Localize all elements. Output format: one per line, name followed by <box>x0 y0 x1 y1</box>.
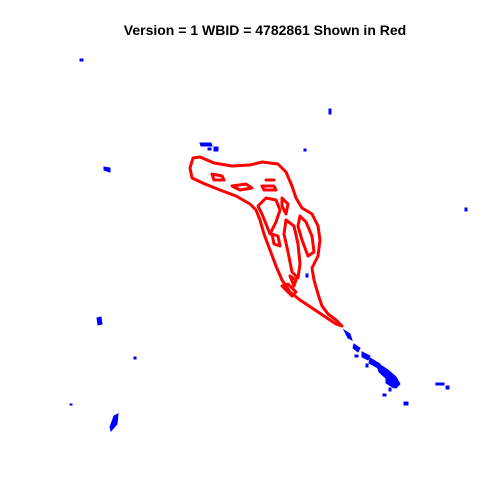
water-feature <box>353 344 360 352</box>
waterbody-detail <box>262 186 276 190</box>
water-feature <box>355 355 358 357</box>
water-feature <box>366 364 368 367</box>
water-feature <box>344 330 352 340</box>
water-feature <box>436 383 444 385</box>
water-feature <box>80 59 83 61</box>
waterbody-detail <box>232 184 252 190</box>
water-feature <box>104 167 110 172</box>
water-feature <box>214 147 218 151</box>
water-feature <box>383 394 386 396</box>
waterbody-detail <box>272 234 280 246</box>
highlighted-waterbody <box>190 157 342 326</box>
water-feature <box>329 109 331 114</box>
water-feature <box>110 414 118 431</box>
waterbody-detail <box>212 174 224 180</box>
water-feature <box>362 352 370 360</box>
water-feature <box>389 388 391 391</box>
water-feature <box>208 148 211 150</box>
water-feature <box>465 208 467 211</box>
water-feature <box>306 274 308 277</box>
water-feature <box>97 317 102 325</box>
waterbody-outline <box>190 157 342 326</box>
waterbody-detail <box>298 216 314 256</box>
waterbody-detail <box>282 198 288 214</box>
water-feature <box>134 357 136 359</box>
water-feature <box>70 404 72 405</box>
water-feature <box>446 386 449 389</box>
water-feature <box>200 143 212 146</box>
waterbody-detail <box>290 276 296 286</box>
water-feature <box>404 402 408 405</box>
water-feature <box>304 149 306 151</box>
